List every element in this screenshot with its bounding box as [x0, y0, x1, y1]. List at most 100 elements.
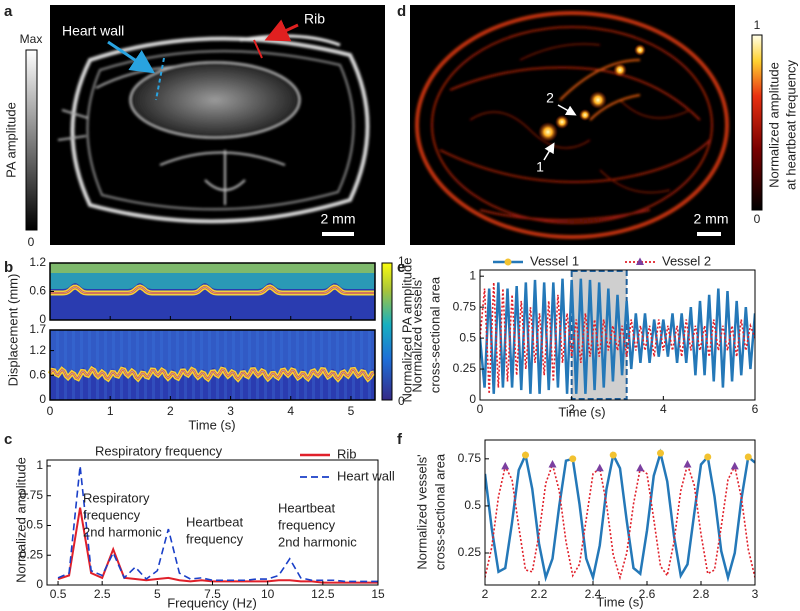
- x-tick-label: 2: [568, 402, 575, 416]
- axes-frame: [479, 269, 756, 401]
- heatmap-bg: [50, 330, 375, 400]
- colorbar-min: 0: [398, 394, 405, 408]
- y-axis-label: Normalized vessels': [409, 277, 424, 392]
- y-tick-label: 0.5: [464, 498, 481, 512]
- peak-marker: [744, 453, 752, 461]
- x-axis-label: Time (s): [188, 417, 235, 432]
- y-tick-label: 0.5: [459, 330, 476, 344]
- heatmap-cell: [248, 330, 251, 400]
- heatmap-cell: [136, 330, 139, 400]
- x-tick-label: 5: [348, 404, 355, 418]
- y-tick-label: 1.2: [29, 255, 46, 269]
- colorbar-min: 0: [754, 212, 761, 226]
- heatmap-band: [49, 368, 375, 380]
- annotation: 2: [546, 90, 554, 106]
- y-tick-label: 0: [469, 392, 476, 406]
- heatmap-cell: [280, 330, 283, 400]
- heatmap-cell: [208, 330, 211, 400]
- x-tick-label: 2: [482, 587, 489, 601]
- annotation: frequency: [83, 507, 141, 522]
- colorbar-label: at heartbeat frequency: [783, 59, 798, 190]
- panel-label: b: [4, 259, 13, 276]
- x-tick-label: 3: [227, 404, 234, 418]
- heatmap-cell: [288, 330, 291, 400]
- x-tick-label: 2.2: [531, 587, 548, 601]
- heatmap-cell: [352, 330, 355, 400]
- y-tick-label: 0.5: [26, 518, 43, 532]
- x-tick-label: 7.5: [204, 587, 221, 601]
- x-tick-label: 3: [752, 587, 759, 601]
- heatmap-cell: [224, 330, 227, 400]
- annotation: frequency: [278, 517, 336, 532]
- legend-label: Vessel 2: [662, 253, 711, 268]
- x-tick-label: 2.8: [693, 587, 710, 601]
- colorbar-label: PA amplitude: [3, 102, 18, 178]
- peak-marker: [548, 459, 557, 468]
- heatmap-cell: [80, 330, 83, 400]
- heatmap-cell: [256, 330, 259, 400]
- heatmap-cell: [200, 330, 203, 400]
- colorbar: [381, 262, 393, 401]
- plot-area: [47, 460, 378, 585]
- panel-label: e: [397, 259, 405, 276]
- legend-label: Rib: [337, 446, 357, 461]
- x-tick-label: 12.5: [311, 587, 335, 601]
- heatmap-cell: [344, 330, 347, 400]
- x-tick-label: 0: [47, 404, 54, 418]
- y-tick-label: 0: [39, 312, 46, 326]
- heatmap-cell: [160, 330, 163, 400]
- heatmap-cell: [168, 330, 171, 400]
- heatmap-cell: [296, 330, 299, 400]
- heatmap-cell: [64, 330, 67, 400]
- series-line: [57, 507, 378, 584]
- x-tick-label: 2: [167, 404, 174, 418]
- y-tick-label: 0.25: [453, 361, 477, 375]
- pa-image: [50, 5, 385, 245]
- series-line: [485, 461, 755, 581]
- panel-label: d: [397, 3, 406, 20]
- heatmap-region: [50, 330, 375, 375]
- x-tick-label: 0: [477, 402, 484, 416]
- axes-frame: [49, 329, 376, 401]
- annotation: 2nd harmonic: [278, 534, 357, 549]
- series-line: [485, 448, 755, 583]
- panel-label: f: [397, 431, 403, 448]
- heatmap-cell: [272, 330, 275, 400]
- heatmap-cell: [176, 330, 179, 400]
- colorbar-max: Max: [20, 32, 43, 46]
- peak-marker: [609, 451, 617, 459]
- y-tick-label: 0.75: [458, 451, 482, 465]
- y-axis-label: Normalized amplitude: [13, 457, 28, 583]
- heatmap-cell: [240, 330, 243, 400]
- peak-marker: [522, 451, 529, 459]
- annotation: Respiratory: [83, 490, 150, 505]
- y-tick-label: 0: [36, 577, 43, 591]
- y-axis-label: Displacement (mm): [5, 274, 20, 387]
- legend-marker: [636, 257, 644, 265]
- heatmap-cell: [360, 330, 363, 400]
- plot-area: [485, 440, 755, 585]
- heatmap-cell: [264, 330, 267, 400]
- annotation: frequency: [186, 531, 244, 546]
- x-axis-label: Time (s): [558, 404, 605, 419]
- legend-marker: [504, 258, 512, 266]
- y-axis-label: Normalized vessels': [414, 454, 429, 569]
- x-tick-label: 1: [107, 404, 114, 418]
- y-tick-label: 0.25: [20, 547, 44, 561]
- y-tick-label: 0.75: [20, 488, 44, 502]
- heatmap-cell: [72, 330, 75, 400]
- y-tick-label: 0.75: [453, 299, 477, 313]
- heatmap-cell: [56, 330, 59, 400]
- peak-marker: [595, 463, 604, 472]
- annotation: Heart wall: [62, 23, 124, 39]
- heatmap-cell: [120, 330, 123, 400]
- x-tick-label: 5: [154, 587, 161, 601]
- annotation: 2nd harmonic: [83, 524, 162, 539]
- peak-marker: [704, 453, 712, 461]
- x-tick-label: 15: [371, 587, 385, 601]
- panel-label: a: [4, 3, 13, 20]
- heatmap-cell: [112, 330, 115, 400]
- scale-bar-label: 2 mm: [694, 211, 729, 227]
- y-tick-label: 0.6: [29, 367, 46, 381]
